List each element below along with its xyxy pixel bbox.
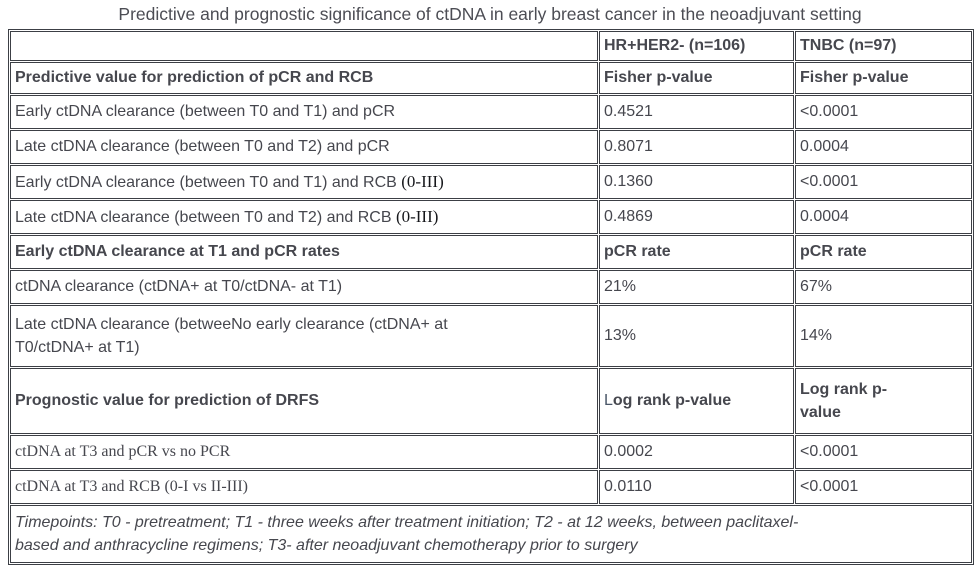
p-value-cell-hr-her2: 0.8071 (599, 130, 794, 164)
section-col-header: Log rank p-value (795, 368, 972, 434)
section-col-header-text: Log rank p-value (800, 380, 888, 421)
row-label: Early ctDNA clearance (between T0 and T1… (15, 173, 402, 191)
data-row-late-clearance-rcb: Late ctDNA clearance (between T0 and T2)… (10, 200, 972, 234)
p-value-cell-hr-her2: 0.4869 (599, 200, 794, 234)
p-value-cell-hr-her2: 0.0110 (599, 470, 794, 504)
rate-cell-hr-her2: 13% (599, 305, 794, 367)
row-label-serif-fragment: (0-III) (401, 171, 444, 191)
section-row-pcr-rates: Early ctDNA clearance at T1 and pCR rate… (10, 235, 972, 269)
section-col-header: Fisher p-value (599, 62, 794, 94)
data-row-ctdna-t3-pcr: ctDNA at T3 and pCR vs no PCR 0.0002 <0.… (10, 435, 972, 469)
column-header-row: HR+HER2- (n=106) TNBC (n=97) (10, 31, 972, 61)
row-label-cell: Early ctDNA clearance (between T0 and T1… (10, 165, 598, 199)
p-value-cell-tnbc: <0.0001 (795, 95, 972, 129)
p-value-cell-hr-her2: 0.0002 (599, 435, 794, 469)
row-label-cell: Late ctDNA clearance (between T0 and T2)… (10, 130, 598, 164)
section-label: Prognostic value for prediction of DRFS (10, 368, 598, 434)
data-row-ctdna-clearance-rate: ctDNA clearance (ctDNA+ at T0/ctDNA- at … (10, 270, 972, 304)
data-row-late-clearance-pcr: Late ctDNA clearance (between T0 and T2)… (10, 130, 972, 164)
data-row-ctdna-t3-rcb: ctDNA at T3 and RCB (0-I vs II-III) 0.01… (10, 470, 972, 504)
column-header-hr-her2: HR+HER2- (n=106) (599, 31, 794, 61)
rate-cell-tnbc: 14% (795, 305, 972, 367)
p-value-cell-tnbc: 0.0004 (795, 130, 972, 164)
row-label-cell: Late ctDNA clearance (between T0 and T2)… (10, 200, 598, 234)
row-label: ctDNA clearance (ctDNA+ at T0/ctDNA- at … (15, 278, 343, 296)
footnote-row: Timepoints: T0 - pretreatment; T1 - thre… (10, 505, 972, 563)
section-label: Early ctDNA clearance at T1 and pCR rate… (10, 235, 598, 269)
row-label-cell: Late ctDNA clearance (betweeNo early cle… (10, 305, 598, 367)
p-value-cell-tnbc: <0.0001 (795, 165, 972, 199)
row-label-serif-fragment: (0-III) (395, 206, 439, 226)
row-label-cell: Early ctDNA clearance (between T0 and T1… (10, 95, 598, 129)
p-value-cell-tnbc: <0.0001 (795, 470, 972, 504)
p-value-cell-hr-her2: 0.1360 (599, 165, 794, 199)
footnote-cell: Timepoints: T0 - pretreatment; T1 - thre… (10, 505, 972, 563)
row-label-cell: ctDNA at T3 and RCB (0-I vs II-III) (10, 470, 598, 504)
data-row-early-clearance-pcr: Early ctDNA clearance (between T0 and T1… (10, 95, 972, 129)
p-value-cell-tnbc: <0.0001 (795, 435, 972, 469)
p-value-cell-tnbc: 0.0004 (795, 200, 972, 234)
rate-cell-hr-her2: 21% (599, 270, 794, 304)
row-label-cell: ctDNA clearance (ctDNA+ at T0/ctDNA- at … (10, 270, 598, 304)
data-row-early-clearance-rcb: Early ctDNA clearance (between T0 and T1… (10, 165, 972, 199)
section-row-predictive: Predictive value for prediction of pCR a… (10, 62, 972, 94)
data-row-no-early-clearance-rate: Late ctDNA clearance (betweeNo early cle… (10, 305, 972, 367)
ctdna-results-table: HR+HER2- (n=106) TNBC (n=97) Predictive … (8, 29, 974, 565)
column-header-tnbc: TNBC (n=97) (795, 31, 972, 61)
row-label: Late ctDNA clearance (between T0 and T2)… (15, 138, 390, 156)
section-row-prognostic: Prognostic value for prediction of DRFS … (10, 368, 972, 434)
page-title: Predictive and prognostic significance o… (118, 4, 862, 24)
row-label: Early ctDNA clearance (between T0 and T1… (15, 103, 396, 121)
p-value-cell-hr-her2: 0.4521 (599, 95, 794, 129)
timepoints-footnote: Timepoints: T0 - pretreatment; T1 - thre… (15, 513, 799, 554)
row-label-cell: ctDNA at T3 and pCR vs no PCR (10, 435, 598, 469)
empty-header-cell (10, 31, 598, 61)
section-col-header: Fisher p-value (795, 62, 972, 94)
section-label: Predictive value for prediction of pCR a… (10, 62, 598, 94)
rate-cell-tnbc: 67% (795, 270, 972, 304)
row-label: Late ctDNA clearance (between T0 and T2)… (15, 208, 396, 226)
section-col-header: Log rank p-value (599, 368, 794, 434)
section-col-header: pCR rate (795, 235, 972, 269)
section-col-header: pCR rate (599, 235, 794, 269)
row-label: Late ctDNA clearance (betweeNo early cle… (15, 315, 448, 356)
